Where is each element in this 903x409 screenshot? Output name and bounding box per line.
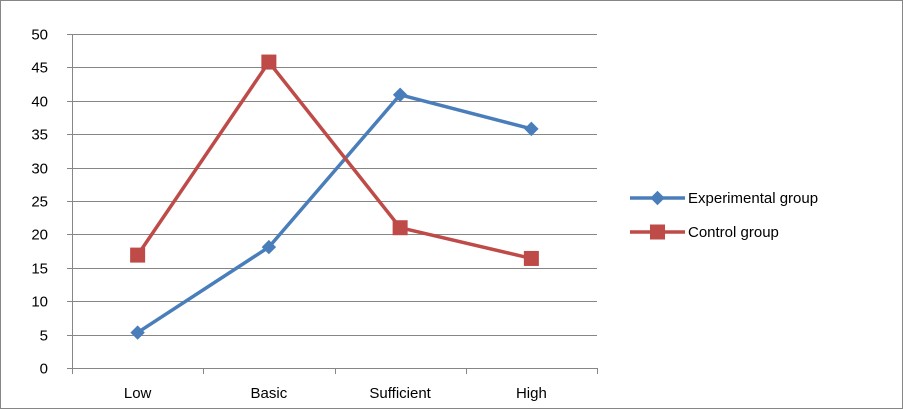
y-tick-label-45: 45	[31, 60, 48, 77]
y-tick-label-5: 5	[40, 328, 48, 345]
legend-label-control-group: Control group	[688, 224, 779, 241]
legend-item-experimental-group: Experimental group	[630, 190, 818, 207]
legend-item-control-group: Control group	[630, 224, 779, 241]
legend-marker-control-group	[650, 224, 665, 240]
y-tick-label-0: 0	[40, 361, 48, 378]
series-line-control-group	[135, 60, 534, 261]
gridlines	[72, 34, 597, 336]
data-point-control-group-sufficient	[392, 220, 408, 236]
series-layer	[130, 54, 539, 340]
y-tick-label-50: 50	[31, 27, 48, 44]
y-tick-label-25: 25	[31, 194, 48, 211]
series-line-experimental-group	[135, 93, 534, 335]
data-point-control-group-low	[130, 247, 146, 263]
series-experimental-group	[130, 87, 539, 340]
axes	[72, 34, 597, 369]
y-tick-label-30: 30	[31, 161, 48, 178]
x-axis-ticks: Low Basic Sufficient High	[72, 368, 598, 402]
x-tick-label-high: High	[516, 385, 547, 402]
data-point-experimental-group-sufficient	[392, 87, 408, 102]
data-point-experimental-group-basic	[261, 239, 277, 255]
y-tick-label-10: 10	[31, 294, 48, 311]
legend: Experimental group Control group	[630, 190, 818, 241]
x-tick-label-basic: Basic	[251, 385, 288, 402]
data-point-control-group-high	[523, 250, 539, 266]
data-point-experimental-group-low	[130, 325, 145, 340]
y-tick-label-40: 40	[31, 94, 48, 111]
data-point-control-group-basic	[261, 54, 277, 70]
y-axis-ticks: 0 5 10 15 20 25 30 35 40 45 50	[31, 27, 72, 378]
series-control-group	[130, 54, 539, 266]
data-point-experimental-group-high	[524, 121, 539, 137]
x-tick-label-low: Low	[124, 385, 152, 402]
y-tick-label-35: 35	[31, 127, 48, 144]
y-tick-label-20: 20	[31, 227, 48, 244]
y-tick-label-15: 15	[31, 261, 48, 278]
legend-label-experimental-group: Experimental group	[688, 190, 818, 207]
legend-marker-experimental-group	[650, 190, 665, 206]
x-tick-label-sufficient: Sufficient	[369, 385, 431, 402]
